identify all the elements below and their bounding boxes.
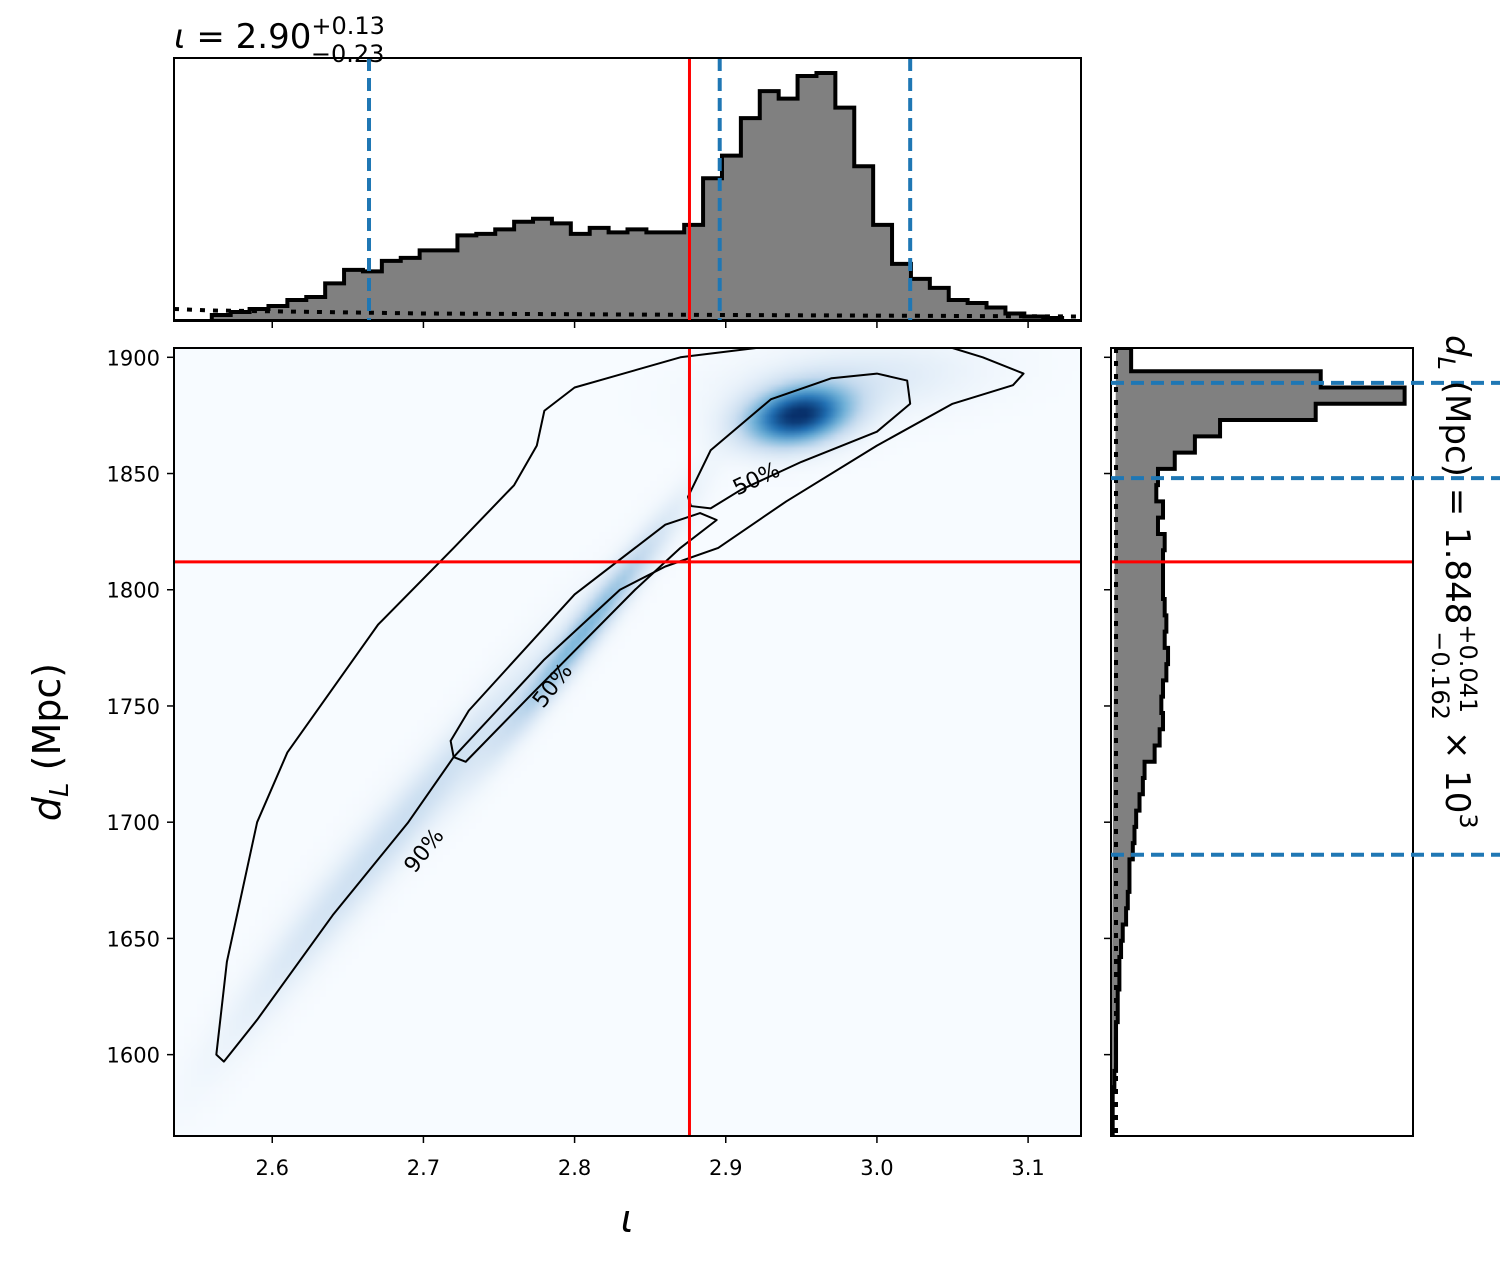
contour-50pct (449, 512, 718, 763)
joint-posterior-panel: 90%50%50% 2.6 2.7 2.8 2.9 3.0 3.1 16001650170… (25, 346, 1082, 1241)
y-tick-label: 1650 (107, 927, 160, 951)
x-tick-label: 3.0 (860, 1156, 893, 1180)
y-tick-label: 1750 (107, 695, 160, 719)
y-tick-label: 1850 (107, 463, 160, 487)
y-tick-label: 1800 (107, 579, 160, 603)
inclination-marginal-panel: ι = 2.90+0.13 −0.23 (173, 12, 1082, 328)
distance-histogram (1111, 348, 1407, 1136)
joint-posterior-frame (173, 347, 1082, 1137)
x-tick-label: 2.8 (558, 1156, 591, 1180)
inclination-marginal-title: ι = 2.90+0.13 −0.23 (174, 12, 385, 68)
x-tick-label: 2.6 (256, 1156, 289, 1180)
x-tick-label: 3.1 (1011, 1156, 1044, 1180)
inclination-prior-line (174, 306, 1081, 319)
inclination-histogram (174, 71, 1081, 321)
x-axis-label: ι (621, 1197, 634, 1241)
contour-50pct (686, 372, 912, 510)
x-tick-label: 2.9 (709, 1156, 742, 1180)
distance-marginal-title: dL (Mpc) = 1.848+0.041−0.162 × 103 (1426, 335, 1482, 829)
density-heatmap (174, 348, 1081, 1136)
y-tick-label: 1600 (107, 1044, 160, 1068)
contour-90pct (215, 348, 1025, 1063)
y-tick-label: 1700 (107, 811, 160, 835)
y-axis-label: dL (Mpc) (25, 663, 75, 821)
distance-marginal-panel: dL (Mpc) = 1.848+0.041−0.162 × 103 (1104, 335, 1500, 1137)
distance-marginal-frame (1110, 347, 1414, 1137)
y-tick-label: 1900 (107, 346, 160, 370)
x-tick-label: 2.7 (407, 1156, 440, 1180)
inclination-marginal-frame (173, 57, 1082, 322)
